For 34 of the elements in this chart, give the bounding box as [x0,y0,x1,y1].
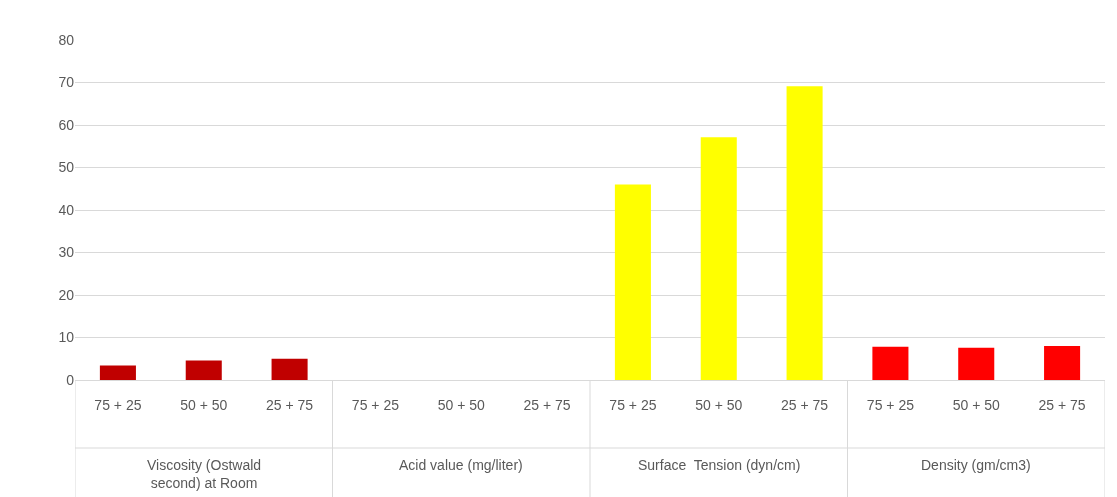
text: Density (gm/cm3) [921,457,1031,473]
x-tick-label: 50 + 50 [695,396,743,413]
text: Acid value (mg/liter) [399,457,523,473]
x-tick-label: 50 + 50 [952,396,1001,413]
x-tick-label: 75 + 25 [609,396,657,413]
bar [99,365,136,380]
bar [271,358,308,380]
x-tick-label: 50 + 50 [437,396,486,413]
y-tick-label: 70 [58,74,75,91]
bar [786,86,823,380]
x-tick-label: 25 + 75 [781,396,829,413]
x-tick-label: 75 + 25 [94,396,142,413]
y-tick-label: 60 [58,116,75,133]
y-tick-label: 50 [58,159,75,176]
y-tick-label: 0 [66,371,75,388]
bar [614,184,651,380]
bar [700,137,737,380]
x-tick-label: 50 + 50 [180,396,228,413]
bar [872,346,909,380]
text: Viscosity (Ostwald second) at Room [147,457,262,492]
x-tick-label: 25 + 75 [266,396,314,413]
y-tick-label: 80 [58,31,75,48]
x-tick-label: 75 + 25 [866,396,915,413]
text: Surface Tension (dyn/cm) [638,457,801,473]
y-tick-label: 30 [58,244,75,261]
y-tick-label: 10 [58,329,75,346]
x-tick-label: 25 + 75 [523,396,571,413]
bar [958,347,995,380]
bar [185,360,222,380]
x-tick-label: 25 + 75 [1038,396,1086,413]
x-tick-label: 75 + 25 [351,396,400,413]
y-tick-label: 20 [58,286,75,303]
y-tick-label: 40 [58,201,75,218]
bar [1044,346,1081,380]
